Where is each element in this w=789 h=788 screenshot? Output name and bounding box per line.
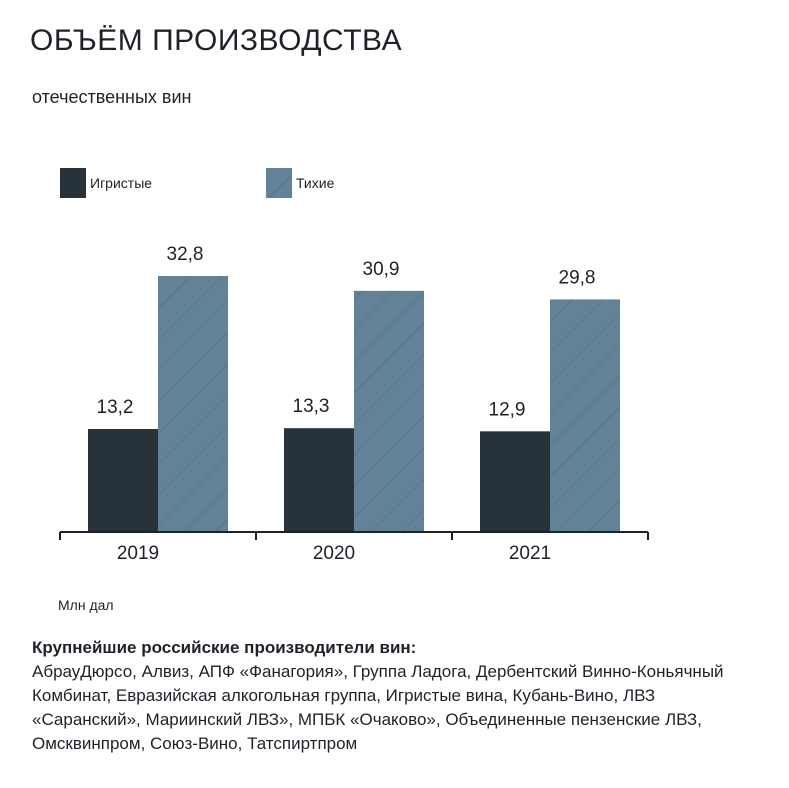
bar-2019-1 — [88, 428, 158, 532]
bar-2020-1 — [284, 428, 354, 532]
unit-label: Млн дал — [58, 597, 114, 613]
producers-heading: Крупнейшие российские производители вин: — [32, 638, 417, 657]
chart-title: ОБЪЁМ ПРОИЗВОДСТВА — [30, 24, 403, 57]
x-tick-label-2019: 2019 — [117, 543, 159, 564]
legend-swatch-hatch — [266, 168, 292, 198]
x-tick-label-2021: 2021 — [509, 543, 551, 564]
x-tick-label-2020: 2020 — [313, 543, 355, 564]
legend-label-2: Тихие — [296, 175, 335, 191]
bar-hatch-2019 — [158, 276, 228, 532]
value-label-2021-1: 12,9 — [489, 399, 526, 420]
bar-hatch-2020 — [354, 290, 424, 532]
value-label-2021-2: 29,8 — [559, 267, 596, 288]
value-label-2020-1: 13,3 — [293, 396, 330, 417]
producers-list: АбрауДюрсо, Алвиз, АПФ «Фанагория», Груп… — [32, 662, 724, 753]
bar-chart: Игристые Тихие 13,2 32,8 13,3 30,9 12,9 29,8 20… — [59, 168, 649, 564]
bar-2021-1 — [480, 431, 550, 532]
value-label-2020-2: 30,9 — [363, 259, 400, 280]
legend-label-1: Игристые — [90, 175, 152, 191]
value-label-2019-1: 13,2 — [97, 397, 134, 418]
chart-subtitle: отечественных вин — [32, 87, 192, 107]
legend-swatch-1 — [60, 168, 86, 198]
bar-hatch-2021 — [550, 299, 620, 532]
value-label-2019-2: 32,8 — [167, 244, 204, 265]
producers-block: Крупнейшие российские производители вин:… — [32, 636, 762, 756]
